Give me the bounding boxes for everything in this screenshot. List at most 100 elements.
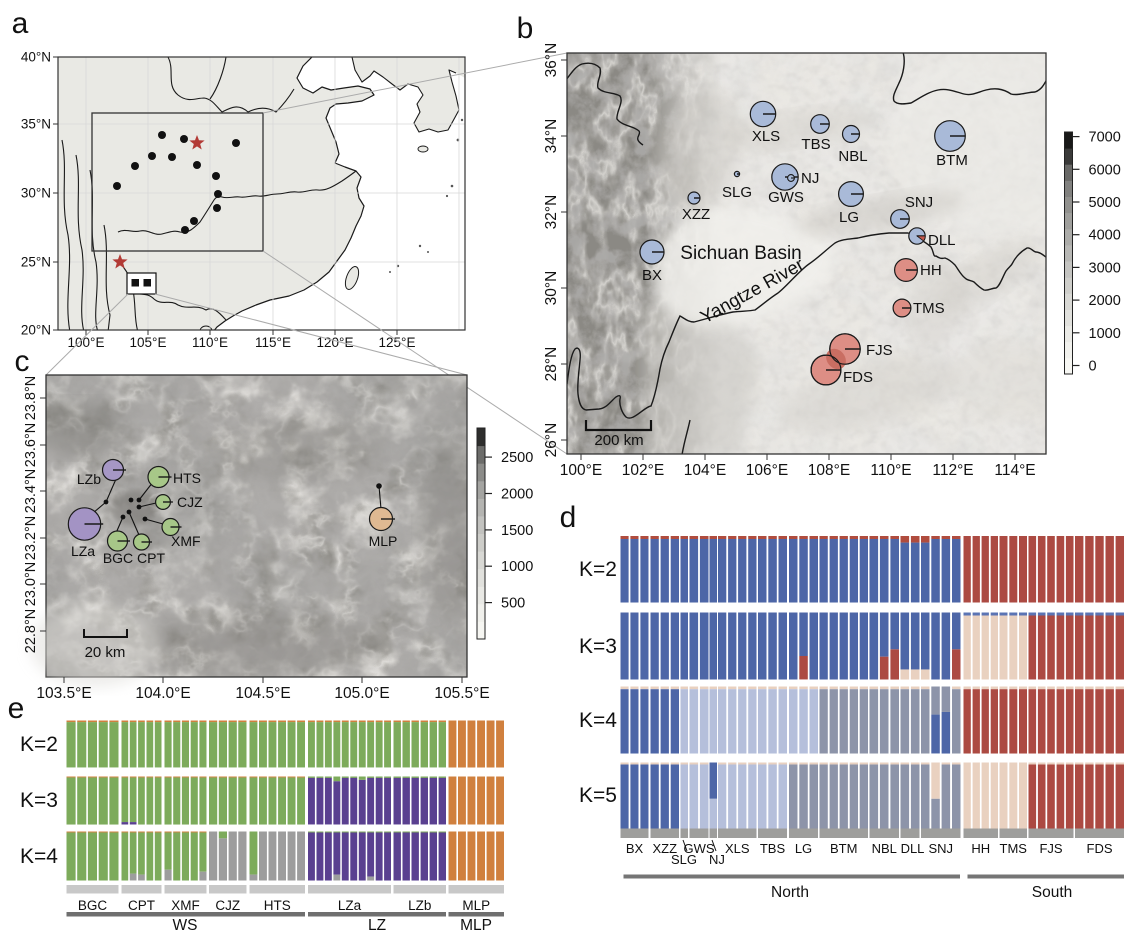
- svg-text:FDS: FDS: [843, 369, 873, 386]
- svg-text:CPT: CPT: [128, 898, 155, 913]
- svg-text:HH: HH: [971, 841, 990, 856]
- svg-text:7000: 7000: [1089, 130, 1121, 146]
- svg-text:104°E: 104°E: [684, 462, 726, 479]
- svg-text:30°N: 30°N: [21, 186, 51, 201]
- svg-text:North: North: [771, 884, 809, 901]
- svg-text:BX: BX: [626, 841, 644, 856]
- svg-text:105.5°E: 105.5°E: [434, 685, 489, 702]
- svg-text:NJ: NJ: [801, 170, 819, 187]
- svg-text:108°E: 108°E: [808, 462, 850, 479]
- svg-text:112°E: 112°E: [932, 462, 973, 479]
- svg-text:25°N: 25°N: [21, 255, 51, 270]
- svg-text:MLP: MLP: [369, 533, 398, 549]
- svg-text:CJZ: CJZ: [177, 494, 203, 510]
- svg-text:SLG: SLG: [671, 852, 697, 867]
- svg-text:c: c: [15, 345, 30, 378]
- svg-text:XLS: XLS: [752, 128, 780, 145]
- svg-text:20°N: 20°N: [21, 323, 51, 338]
- svg-text:34°N: 34°N: [543, 119, 560, 154]
- svg-text:HTS: HTS: [173, 470, 201, 486]
- svg-text:LZb: LZb: [77, 471, 101, 487]
- svg-text:TBS: TBS: [801, 136, 830, 153]
- svg-text:23.8°N: 23.8°N: [23, 376, 39, 421]
- svg-text:GWS: GWS: [768, 189, 804, 206]
- svg-text:NBL: NBL: [838, 148, 867, 165]
- svg-text:XMF: XMF: [171, 533, 201, 549]
- svg-text:28°N: 28°N: [543, 347, 560, 382]
- svg-text:K=5: K=5: [579, 784, 617, 807]
- svg-text:GWS: GWS: [683, 841, 714, 856]
- svg-text:LG: LG: [839, 209, 859, 226]
- svg-text:23.0°N: 23.0°N: [23, 562, 39, 607]
- svg-text:106°E: 106°E: [746, 462, 788, 479]
- svg-text:26°N: 26°N: [543, 423, 560, 458]
- svg-text:XZZ: XZZ: [652, 841, 677, 856]
- svg-text:100°E: 100°E: [560, 462, 602, 479]
- svg-text:2000: 2000: [1089, 293, 1121, 309]
- svg-text:K=4: K=4: [579, 709, 617, 732]
- svg-text:1000: 1000: [501, 559, 533, 575]
- svg-text:BGC: BGC: [78, 898, 108, 913]
- svg-text:36°N: 36°N: [543, 43, 560, 78]
- svg-text:XZZ: XZZ: [682, 206, 710, 223]
- svg-text:LZa: LZa: [71, 543, 95, 559]
- svg-text:CPT: CPT: [137, 550, 165, 566]
- svg-text:TMS: TMS: [913, 300, 945, 317]
- svg-text:BTM: BTM: [830, 841, 857, 856]
- svg-text:20 km: 20 km: [85, 644, 126, 661]
- svg-text:K=2: K=2: [579, 558, 617, 581]
- svg-text:32°N: 32°N: [543, 195, 560, 230]
- svg-text:Sichuan Basin: Sichuan Basin: [680, 243, 801, 264]
- svg-text:23.4°N: 23.4°N: [23, 469, 39, 514]
- svg-text:XMF: XMF: [171, 898, 200, 913]
- svg-text:2500: 2500: [501, 450, 533, 466]
- svg-text:e: e: [8, 692, 25, 725]
- svg-text:FDS: FDS: [1087, 841, 1113, 856]
- svg-text:5000: 5000: [1089, 195, 1121, 211]
- svg-text:FJS: FJS: [866, 342, 893, 359]
- svg-text:23.6°N: 23.6°N: [23, 423, 39, 468]
- svg-text:BTM: BTM: [936, 152, 968, 169]
- svg-text:DLL: DLL: [928, 232, 956, 249]
- svg-text:30°N: 30°N: [543, 271, 560, 306]
- svg-text:104.0°E: 104.0°E: [135, 685, 190, 702]
- svg-text:6000: 6000: [1089, 162, 1121, 178]
- svg-text:LG: LG: [795, 841, 812, 856]
- svg-text:SNJ: SNJ: [928, 841, 953, 856]
- svg-text:200 km: 200 km: [594, 432, 643, 449]
- svg-text:WS: WS: [173, 917, 198, 934]
- svg-text:125°E: 125°E: [379, 335, 416, 350]
- svg-text:a: a: [12, 7, 29, 40]
- svg-text:LZ: LZ: [368, 917, 386, 934]
- svg-text:1000: 1000: [1089, 326, 1121, 342]
- svg-text:TMS: TMS: [1000, 841, 1028, 856]
- svg-text:2000: 2000: [501, 486, 533, 502]
- svg-text:35°N: 35°N: [21, 117, 51, 132]
- svg-text:4000: 4000: [1089, 228, 1121, 244]
- svg-text:102°E: 102°E: [622, 462, 664, 479]
- svg-text:K=3: K=3: [20, 789, 58, 812]
- svg-text:LZa: LZa: [338, 898, 362, 913]
- svg-text:40°N: 40°N: [21, 50, 51, 65]
- svg-text:K=3: K=3: [579, 635, 617, 658]
- svg-text:100°E: 100°E: [68, 335, 105, 350]
- svg-text:104.5°E: 104.5°E: [235, 685, 290, 702]
- svg-text:K=2: K=2: [20, 733, 58, 756]
- svg-text:MLP: MLP: [460, 917, 492, 934]
- svg-text:23.2°N: 23.2°N: [23, 516, 39, 561]
- svg-text:TBS: TBS: [760, 841, 786, 856]
- svg-text:K=4: K=4: [20, 845, 58, 868]
- svg-text:HTS: HTS: [264, 898, 291, 913]
- svg-text:SNJ: SNJ: [905, 194, 933, 211]
- svg-text:LZb: LZb: [408, 898, 431, 913]
- svg-text:500: 500: [501, 596, 525, 612]
- svg-text:22.8°N: 22.8°N: [23, 609, 39, 654]
- svg-text:MLP: MLP: [462, 898, 490, 913]
- svg-text:1500: 1500: [501, 523, 533, 539]
- svg-text:105°E: 105°E: [130, 335, 167, 350]
- svg-text:South: South: [1032, 884, 1073, 901]
- svg-text:110°E: 110°E: [870, 462, 911, 479]
- svg-text:NBL: NBL: [872, 841, 897, 856]
- svg-text:105.0°E: 105.0°E: [334, 685, 389, 702]
- svg-text:d: d: [560, 501, 577, 534]
